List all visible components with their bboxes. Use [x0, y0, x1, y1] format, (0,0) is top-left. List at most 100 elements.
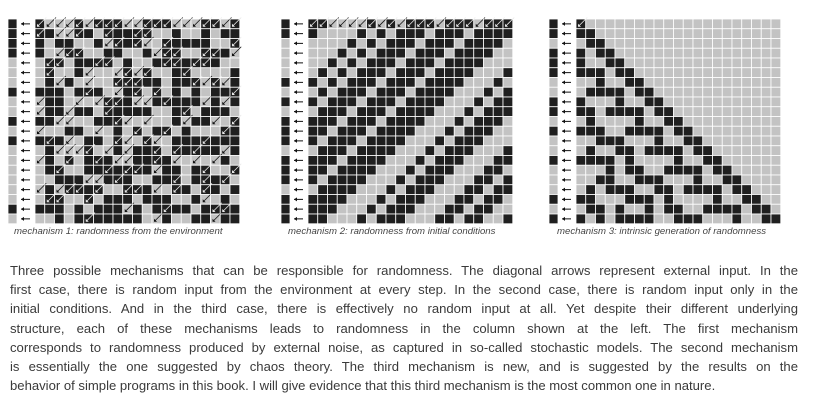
grid-cell [624, 174, 635, 186]
column-cell [281, 67, 291, 78]
grid-cell [770, 38, 782, 49]
left-arrow-icon [294, 207, 303, 212]
grid-cell [346, 28, 358, 39]
grid-cell [770, 125, 782, 137]
grid-cell [634, 38, 645, 49]
grid-cell [336, 67, 348, 78]
grid-cell [502, 57, 514, 69]
grid-cell [483, 106, 494, 117]
grid-cell [346, 184, 358, 195]
grid-cell [653, 67, 665, 78]
grid-cell [751, 213, 762, 225]
grid-cell [614, 135, 626, 147]
grid-cell [444, 57, 455, 69]
grid-cell [102, 203, 114, 215]
grid-cell [424, 38, 436, 49]
grid-cell [327, 164, 338, 176]
grid-cell [731, 174, 743, 186]
grid-cell [634, 213, 645, 225]
column-cell [8, 106, 18, 117]
left-arrow-icon [21, 31, 30, 36]
grid-cell [595, 47, 606, 59]
grid-cell [614, 184, 626, 195]
grid-cell [653, 106, 665, 117]
grid-cell [453, 174, 465, 186]
grid-cell [483, 96, 494, 108]
grid-cell [760, 106, 772, 117]
grid-cell [424, 184, 436, 195]
grid-cell [760, 96, 772, 108]
grid-cell [643, 116, 655, 127]
grid-cell [93, 28, 104, 39]
grid-cell [161, 213, 172, 225]
left-arrow-icon [21, 51, 30, 56]
grid-cell [751, 203, 762, 215]
grid-cell [595, 67, 606, 78]
left-arrow-icon [562, 138, 571, 143]
grid-cell [663, 86, 674, 98]
grid-cell [604, 194, 616, 205]
column-cell [8, 125, 18, 137]
grid-cell [653, 116, 665, 127]
grid-cell [463, 164, 475, 176]
grid-cell [317, 135, 328, 147]
left-arrow-icon [294, 187, 303, 192]
grid-cell [712, 106, 723, 117]
grid-cell [336, 145, 348, 156]
column-cell [549, 67, 559, 78]
grid-cell [663, 194, 674, 205]
grid-cell [327, 213, 338, 225]
grid-cell [414, 125, 426, 137]
diagonal-arrow-icon [232, 114, 242, 125]
grid-cell [346, 106, 358, 117]
grid-cell [721, 28, 733, 39]
grid-cell [434, 57, 445, 69]
grid-cell [229, 28, 241, 39]
grid-cell [375, 116, 387, 127]
grid-cell [112, 203, 124, 215]
grid-cell [112, 164, 124, 176]
grid-cell [375, 174, 387, 186]
grid-cell [307, 164, 319, 176]
grid-cell [366, 145, 377, 156]
grid-cell [424, 86, 436, 98]
grid-cell [444, 47, 455, 59]
grid-cell [375, 67, 387, 78]
grid-cell [93, 145, 104, 156]
grid-cell [760, 145, 772, 156]
grid-cell [307, 28, 319, 39]
grid-cell [473, 174, 484, 186]
grid-cell [444, 135, 455, 147]
column-cell [281, 125, 291, 137]
column-cell [281, 38, 291, 49]
grid-cell [424, 164, 436, 176]
grid-cell [575, 57, 587, 69]
grid-cell [434, 155, 445, 166]
grid-cell [741, 135, 752, 147]
grid-cell [375, 106, 387, 117]
grid-cell [624, 47, 635, 59]
grid-cell [444, 174, 455, 186]
left-arrow-icon [562, 216, 571, 221]
grid-cell [122, 47, 133, 59]
grid-cell [682, 57, 694, 69]
grid-cell [200, 213, 211, 225]
grid-cell [307, 38, 319, 49]
grid-cell [502, 86, 514, 98]
grid-cell [663, 203, 674, 215]
grid-cell [692, 145, 704, 156]
grid-cell [585, 125, 596, 137]
grid-cell [731, 18, 743, 30]
grid-cell [682, 28, 694, 39]
grid-cell [643, 174, 655, 186]
grid-cell [366, 174, 377, 186]
grid-cell [336, 174, 348, 186]
grid-cell [682, 203, 694, 215]
grid-cell [770, 184, 782, 195]
grid-cell [63, 125, 75, 137]
grid-cell [483, 145, 494, 156]
grid-cell [643, 125, 655, 137]
grid-cell [434, 184, 445, 195]
grid-cell [356, 57, 367, 69]
grid-cell [219, 213, 231, 225]
